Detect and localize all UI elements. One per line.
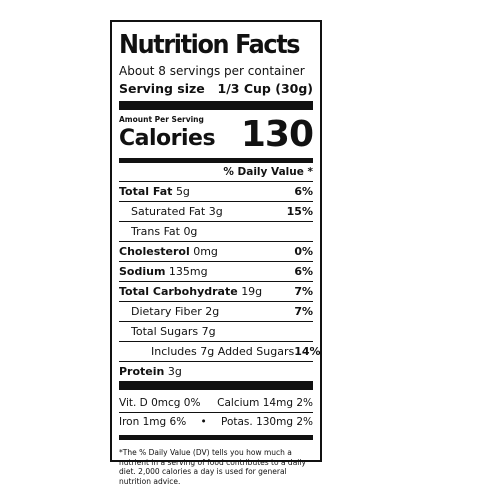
nutrient-amount: 7g xyxy=(201,325,216,338)
serving-size-value: 1/3 Cup (30g) xyxy=(217,81,313,96)
nutrient-row-cholesterol: Cholesterol 0mg 0% xyxy=(119,242,313,262)
nutrient-dv: 7% xyxy=(294,285,313,298)
label-title: Nutrition Facts xyxy=(119,30,301,60)
nutrient-amount: 3g xyxy=(208,205,223,218)
nutrient-label: Total Sugars xyxy=(131,325,199,338)
nutrient-dv: 0% xyxy=(294,245,313,258)
nutrient-row-added-sugars: Includes 7g Added Sugars 14% xyxy=(119,342,321,362)
calcium: Calcium 14mg 2% xyxy=(217,397,313,409)
nutrient-label: Cholesterol xyxy=(119,245,190,258)
calories-value: 130 xyxy=(240,114,314,155)
serving-size-row: Serving size 1/3 Cup (30g) xyxy=(119,81,313,97)
iron: Iron 1mg 6% xyxy=(119,416,187,428)
nutrient-row-protein: Protein 3g xyxy=(119,362,313,381)
nutrient-amount: 135mg xyxy=(168,265,208,278)
vitamin-d: Vit. D 0mcg 0% xyxy=(119,397,201,409)
nutrient-amount: 0mg xyxy=(193,245,218,258)
nutrient-label: Includes 7g Added Sugars xyxy=(151,345,295,358)
vitamin-row: Vit. D 0mcg 0% • Calcium 14mg 2% xyxy=(119,394,313,413)
nutrient-row-dietary-fiber: Dietary Fiber 2g 7% xyxy=(119,302,313,322)
medium-divider xyxy=(119,158,313,163)
nutrient-amount: 3g xyxy=(167,365,182,378)
nutrient-dv: 15% xyxy=(286,205,313,218)
thick-divider xyxy=(119,101,313,110)
nutrient-label: Protein xyxy=(119,365,165,378)
nutrient-row-sodium: Sodium 135mg 6% xyxy=(119,262,313,282)
nutrient-label: Saturated Fat xyxy=(131,205,206,218)
calories-section: Amount Per Serving Calories 130 xyxy=(119,110,314,158)
medium-divider xyxy=(119,435,313,440)
nutrient-label: Total Fat xyxy=(119,185,173,198)
thick-divider xyxy=(119,381,313,390)
nutrient-row-total-carbohydrate: Total Carbohydrate 19g 7% xyxy=(119,282,313,302)
nutrient-label: Sodium xyxy=(119,265,166,278)
nutrient-amount: 2g xyxy=(205,305,220,318)
nutrient-label: Total Carbohydrate xyxy=(119,285,238,298)
nutrient-dv: 6% xyxy=(294,265,313,278)
nutrient-amount: 0g xyxy=(183,225,198,238)
nutrient-dv: 7% xyxy=(294,305,313,318)
potassium: Potas. 130mg 2% xyxy=(220,416,313,428)
nutrient-amount: 5g xyxy=(175,185,190,198)
nutrient-label: Dietary Fiber xyxy=(131,305,202,318)
amount-per-serving: Amount Per Serving xyxy=(119,115,204,124)
daily-value-header: % Daily Value * xyxy=(119,163,313,182)
nutrient-row-trans-fat: Trans Fat 0g xyxy=(119,222,313,242)
calories-label: Calories xyxy=(119,126,216,151)
serving-size-label: Serving size xyxy=(119,81,205,96)
nutrition-facts-panel: Nutrition Facts About 8 servings per con… xyxy=(110,20,322,486)
nutrient-label: Trans Fat xyxy=(131,225,180,238)
daily-value-footnote: *The % Daily Value (DV) tells you how mu… xyxy=(119,448,306,486)
nutrient-row-total-sugars: Total Sugars 7g xyxy=(119,322,313,342)
nutrient-amount: 19g xyxy=(241,285,263,298)
nutrient-dv: 6% xyxy=(294,185,313,198)
servings-per-container: About 8 servings per container xyxy=(119,64,305,78)
nutrient-row-saturated-fat: Saturated Fat 3g 15% xyxy=(119,202,313,222)
nutrient-dv: 14% xyxy=(294,345,321,358)
bullet-separator: • xyxy=(200,416,207,428)
vitamin-row: Iron 1mg 6% • Potas. 130mg 2% xyxy=(119,413,313,431)
nutrient-row-total-fat: Total Fat 5g 6% xyxy=(119,182,313,202)
